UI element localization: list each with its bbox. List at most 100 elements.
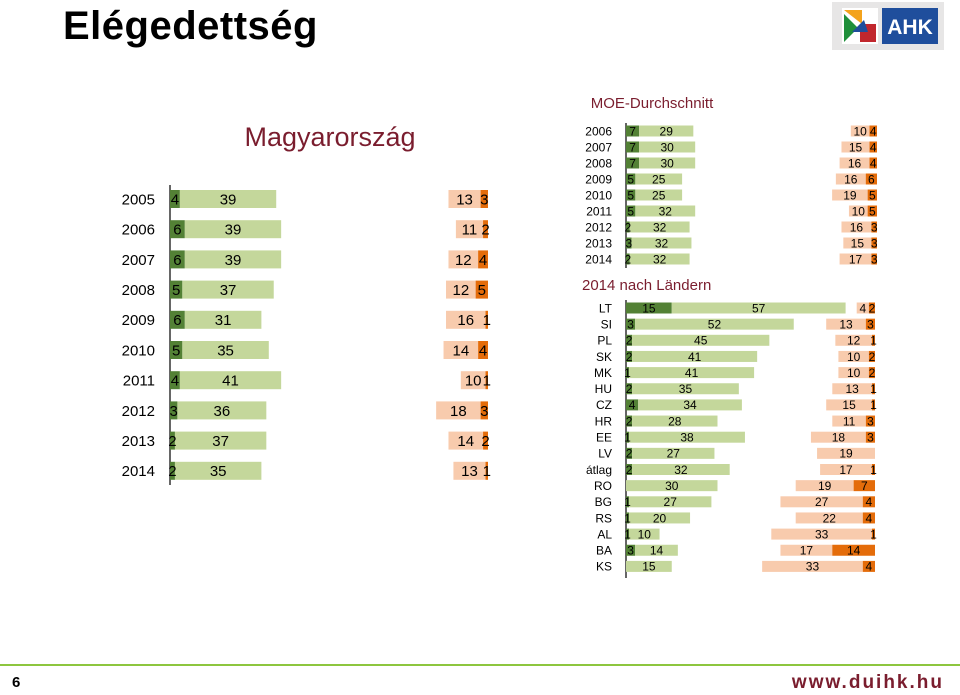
value-label: 3 [480,191,488,208]
bar-dissatisfied [446,310,486,329]
value-label: 3 [625,236,632,250]
value-label: 1 [624,431,631,445]
bar-very-satisfied [626,350,633,362]
bar-row-2014: 2014 2 35 13 1 [122,461,491,480]
value-label: 33 [806,560,820,574]
category-label: 2012 [585,220,612,234]
logo-label: AHK [887,16,933,39]
category-label: LV [598,447,612,461]
category-label: AL [597,527,612,541]
value-label: 10 [847,366,861,380]
value-label: 2 [626,414,633,428]
value-label: 1 [483,373,491,390]
value-label: 20 [653,511,667,525]
value-label: 6 [173,222,181,239]
bar-satisfied [635,205,696,217]
value-label: 41 [222,373,239,390]
value-label: 2 [481,222,489,239]
bar-very-dissatisfied [832,544,875,556]
value-label: 16 [848,156,862,170]
bar-row-2007: 2007 6 39 12 4 [122,250,488,269]
value-label: 16 [457,312,474,329]
value-label: 2 [625,252,632,266]
bar-very-dissatisfied [871,221,877,233]
bar-row-PL: PL 2 45 12 1 [597,334,877,348]
value-label: 2 [625,220,632,234]
bar-satisfied [638,399,742,411]
bar-very-dissatisfied [867,189,877,201]
value-label: 32 [655,236,669,250]
bar-dissatisfied [839,157,870,169]
value-label: 3 [170,403,178,420]
bar-satisfied [639,141,696,153]
value-label: 39 [225,252,242,269]
value-label: 14 [650,544,664,558]
bar-satisfied [629,221,690,233]
bar-row-2011: 2011 5 32 10 5 [586,204,877,218]
bar-very-satisfied [626,334,633,346]
bar-row-LV: LV 2 27 19 [598,447,875,461]
category-label: PL [597,334,612,348]
bar-dissatisfied [817,447,875,459]
category-label: 2007 [585,140,612,154]
bar-dissatisfied [762,560,863,572]
value-label: 3 [867,431,874,445]
logo-label-bg [882,8,938,44]
bar-row-2009: 2009 6 31 16 1 [122,310,491,329]
bar-dissatisfied [455,220,484,239]
value-label: 12 [452,282,469,299]
bar-very-dissatisfied [869,157,877,169]
bar-satisfied [639,157,696,169]
bar-very-satisfied [626,253,630,265]
footer-divider [0,664,960,666]
value-label: 1 [870,398,877,412]
category-label: 2005 [122,191,155,208]
value-label: 2 [626,463,633,477]
value-label: 27 [667,447,681,461]
bar-dissatisfied [460,371,486,390]
bar-row-SI: SI 3 52 13 3 [601,317,875,331]
value-label: 3 [871,236,878,250]
value-label: 7 [861,479,868,493]
value-label: 4 [866,511,873,525]
page-title: Elégedettség [63,4,318,48]
bar-dissatisfied [448,250,479,269]
bar-very-satisfied [170,431,175,450]
bar-row-2013: 2013 3 32 15 3 [585,236,878,250]
value-label: 2 [626,447,633,461]
bar-satisfied [632,350,758,362]
bar-satisfied [632,334,770,346]
value-label: 6 [173,252,181,269]
bar-satisfied [174,431,267,450]
value-label: 3 [867,317,874,331]
bar-row-KS: KS 15 33 4 [596,560,875,574]
bar-very-dissatisfied [868,367,875,379]
bar-very-dissatisfied [853,480,875,492]
bar-dissatisfied [841,221,872,233]
bar-satisfied [632,464,730,475]
value-label: 4 [171,373,179,390]
value-label: 25 [652,172,666,186]
value-label: 4 [870,140,877,154]
bar-satisfied [635,173,683,185]
value-label: 45 [694,334,708,348]
value-label: 2 [626,350,633,364]
category-label: EE [596,431,612,445]
value-label: 2 [626,334,633,348]
bar-row-RS: RS 1 20 22 4 [595,511,875,525]
bar-very-satisfied [626,383,633,395]
bar-very-satisfied [626,431,630,443]
bar-dissatisfied [848,205,868,217]
bar-very-dissatisfied [485,310,488,329]
bar-satisfied [626,480,718,492]
bar-row-2012: 2012 3 36 18 3 [122,401,488,420]
bar-dissatisfied [838,350,869,362]
category-label: 2011 [123,373,155,390]
value-label: 15 [851,236,865,250]
value-label: 19 [843,188,857,202]
category-label: KS [596,560,612,574]
category-label: HU [595,382,612,396]
category-label: 2010 [585,188,612,202]
value-label: 5 [172,282,180,299]
